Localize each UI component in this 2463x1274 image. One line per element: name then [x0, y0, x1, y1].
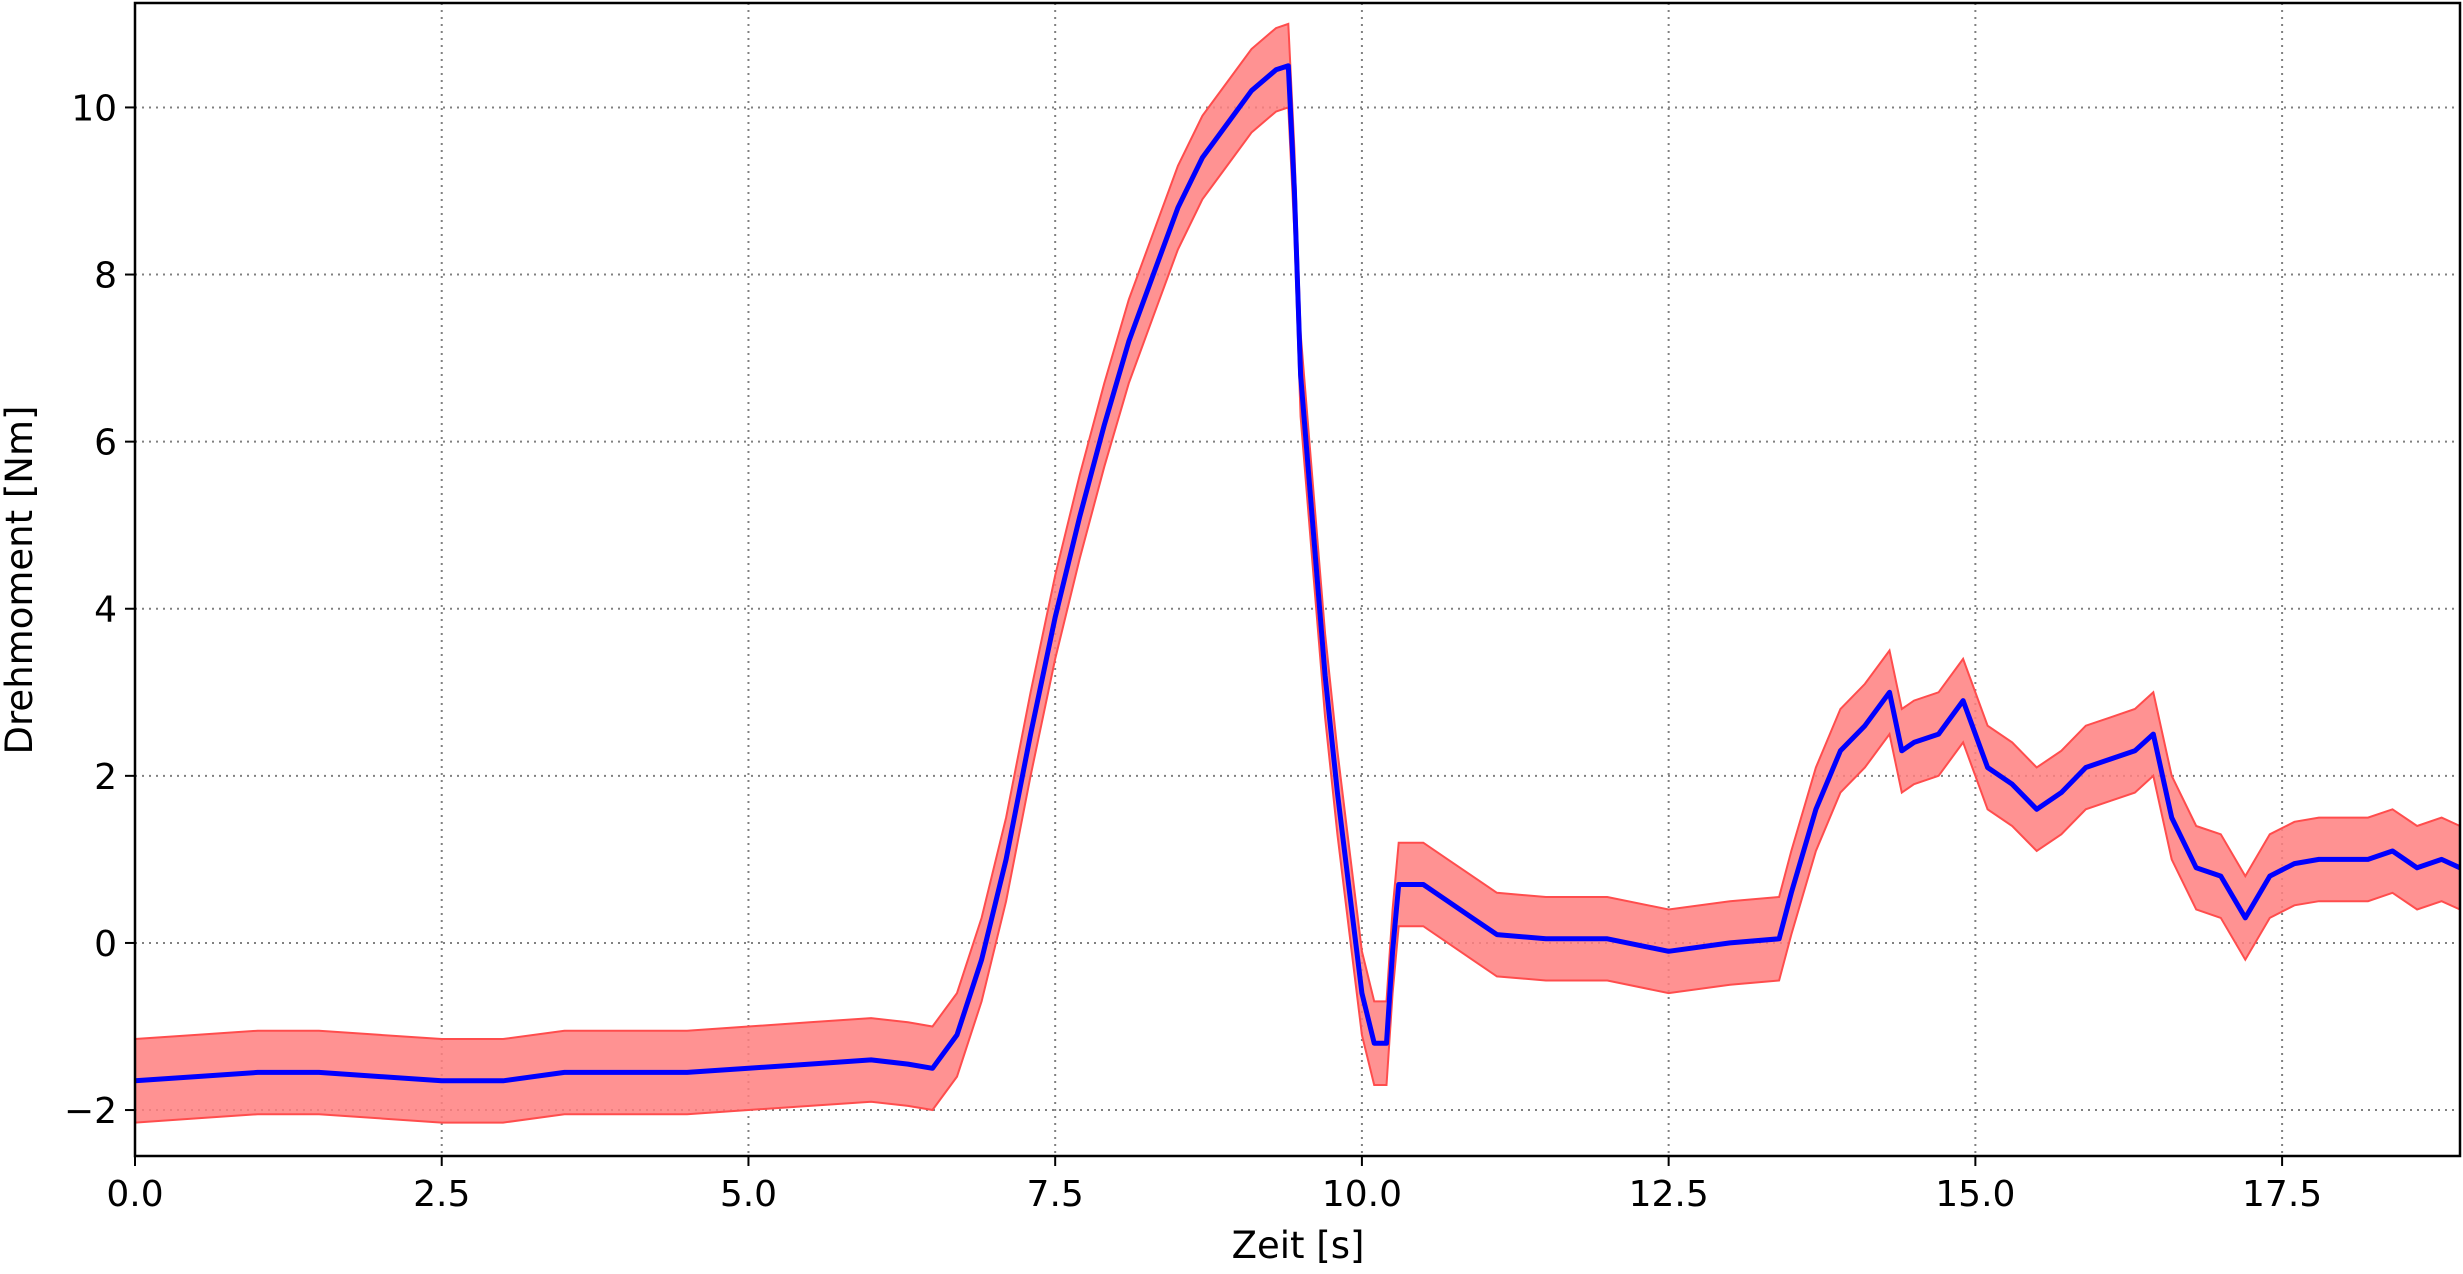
y-tick-label: 0	[94, 924, 117, 965]
band-area	[135, 23, 2460, 1123]
x-tick-label: 7.5	[1027, 1174, 1084, 1215]
x-tick-label: 17.5	[2242, 1174, 2322, 1215]
plot-frame	[133, 1, 2462, 1158]
x-tick-label: 2.5	[413, 1174, 470, 1215]
y-tick-label: 10	[71, 88, 117, 129]
y-tick-label: 8	[94, 256, 117, 297]
x-axis: 0.0 2.5 5.0 7.5 10.0 12.5 15.0 17.5	[106, 1156, 2322, 1215]
y-tick-label: 2	[94, 757, 117, 798]
band-layer	[134, 22, 2461, 1124]
band-lower-edge	[134, 106, 2461, 1124]
x-tick-label: 0.0	[106, 1174, 163, 1215]
y-tick-label: −2	[64, 1091, 117, 1132]
line-layer	[134, 63, 2462, 1084]
x-tick-label: 15.0	[1935, 1174, 2015, 1215]
x-axis-label: Zeit [s]	[1232, 1224, 1365, 1267]
y-tick-label: 4	[94, 590, 117, 631]
mean-line	[134, 63, 2462, 1084]
x-tick-label: 12.5	[1629, 1174, 1709, 1215]
grid	[134, 3, 2460, 1156]
x-tick-label: 5.0	[720, 1174, 777, 1215]
y-axis: −2 0 2 4 6 8 10	[64, 88, 135, 1132]
x-tick-label: 10.0	[1322, 1174, 1402, 1215]
band-upper-edge	[134, 22, 2461, 1040]
y-axis-label: Drehmoment [Nm]	[0, 406, 41, 755]
y-tick-label: 6	[94, 423, 117, 464]
